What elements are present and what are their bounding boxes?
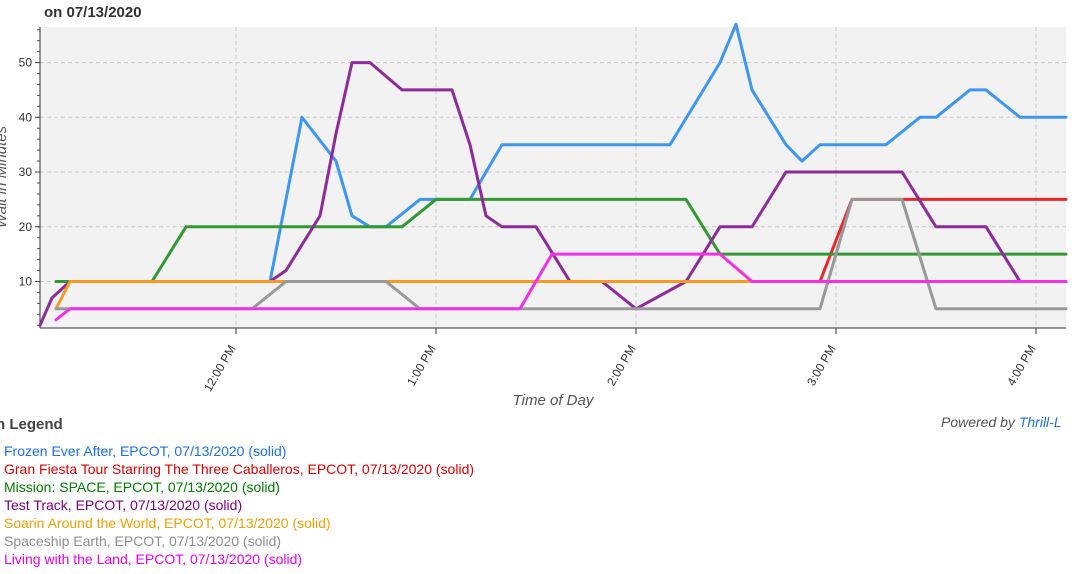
x-tick-label: 3:00 PM <box>804 343 838 389</box>
y-tick-label: 30 <box>19 165 33 179</box>
legend-item[interactable]: Test Track, EPCOT, 07/13/2020 (solid) <box>4 497 243 513</box>
series-line <box>38 61 1068 327</box>
x-tick-label: 4:00 PM <box>1004 343 1038 389</box>
y-tick-label: 10 <box>19 274 33 288</box>
y-tick-label: 20 <box>19 220 33 234</box>
y-tick-label: 50 <box>19 56 33 70</box>
plot-background <box>40 27 1066 328</box>
series-line <box>54 197 1068 283</box>
legend-item[interactable]: Frozen Ever After, EPCOT, 07/13/2020 (so… <box>4 443 287 459</box>
legend-item[interactable]: Living with the Land, EPCOT, 07/13/2020 … <box>4 551 303 567</box>
powered-by: Powered by Thrill-L <box>941 414 1062 430</box>
legend-item[interactable]: Gran Fiesta Tour Starring The Three Caba… <box>4 461 475 477</box>
legend-item[interactable]: Mission: SPACE, EPCOT, 07/13/2020 (solid… <box>4 479 280 495</box>
powered-by-text: Powered by <box>941 414 1019 430</box>
thrill-data-link[interactable]: Thrill-L <box>1018 414 1062 430</box>
y-tick-label: 40 <box>19 110 33 124</box>
x-tick-label: 1:00 PM <box>404 343 438 389</box>
series-line <box>54 280 754 311</box>
chart-title: on 07/13/2020 <box>44 4 142 21</box>
legend-title: n Legend <box>0 416 63 433</box>
y-axis-title: Wait in Minutes <box>0 125 10 228</box>
legend-item[interactable]: Spaceship Earth, EPCOT, 07/13/2020 (soli… <box>4 533 282 549</box>
x-tick-label: 12:00 PM <box>201 343 239 394</box>
legend: Frozen Ever After, EPCOT, 07/13/2020 (so… <box>4 442 474 568</box>
series-lines <box>38 22 1068 327</box>
wait-time-chart: 10 20 30 40 50 12:00 PM 1:00 PM 2:00 PM 3:00 PM 4… <box>0 22 1068 409</box>
x-tick-label: 2:00 PM <box>604 343 638 389</box>
x-axis-title: Time of Day <box>513 392 595 409</box>
series-line <box>54 252 1068 322</box>
legend-item[interactable]: Soarin Around the World, EPCOT, 07/13/20… <box>4 515 331 531</box>
